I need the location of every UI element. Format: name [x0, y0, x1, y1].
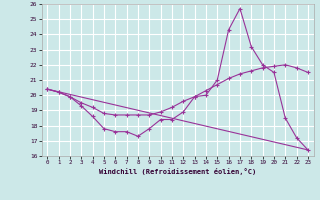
- X-axis label: Windchill (Refroidissement éolien,°C): Windchill (Refroidissement éolien,°C): [99, 168, 256, 175]
